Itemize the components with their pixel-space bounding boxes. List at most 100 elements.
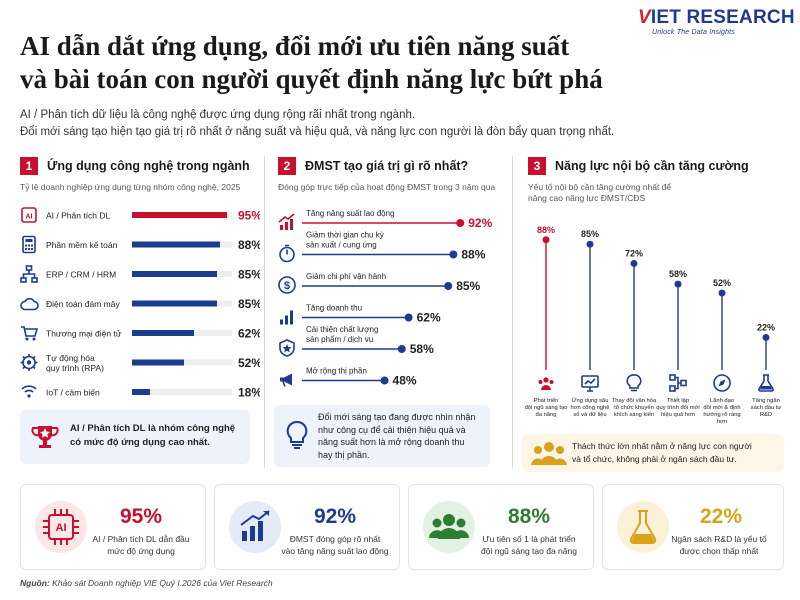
chart-innovation-value: Tăng năng suất lao động 92% Giảm thời gian… xyxy=(278,209,493,388)
lollipop-category-label: Tăng ngân sách đầu tư R&D xyxy=(751,398,782,418)
ai-chip-icon: AI xyxy=(35,501,87,553)
lollipop-marker xyxy=(586,240,594,248)
section-2-header: 2 ĐMST tạo giá trị gì rõ nhất? xyxy=(278,156,468,176)
dot-label: Tăng doanh thu xyxy=(306,304,362,313)
kpi-ai-line-1: AI / Phân tích DL dẫn đầu xyxy=(92,534,190,544)
dot-label: Giảm chi phí vận hành xyxy=(306,272,386,281)
dot-marker xyxy=(404,313,413,322)
lollipop-marker xyxy=(542,236,550,244)
dot-marker xyxy=(444,282,453,290)
bar xyxy=(132,389,150,395)
dot-value-label: 88% xyxy=(461,248,485,262)
kpi-text-rnd: Ngân sách R&D là yếu tố được chọn thấp n… xyxy=(649,533,789,557)
callout-2-line-3: năng suất hơn là mở rộng doanh thu xyxy=(318,437,465,447)
bar xyxy=(132,330,194,336)
bar-value-label: 88% xyxy=(238,238,260,252)
section-divider xyxy=(264,156,265,468)
source-label: Nguồn: xyxy=(20,578,50,588)
kpi-productivity-line-2: vào tăng năng suất lao động xyxy=(281,546,389,556)
megaphone-icon xyxy=(280,373,292,387)
dot-marker xyxy=(449,250,458,259)
section-3-subtitle-line-1: Yếu tố nội bộ cần tăng cường nhất để xyxy=(528,182,672,192)
dot-marker xyxy=(397,345,406,353)
bar-value-label: 95% xyxy=(238,209,260,223)
dollar-icon: $ xyxy=(278,276,296,294)
callout-3-text: Thách thức lớn nhất nằm ở năng lực con n… xyxy=(572,440,752,465)
title-line-2: và bài toán con người quyết định năng lự… xyxy=(20,64,603,94)
kpi-productivity-line-1: ĐMST đóng góp rõ nhất xyxy=(289,534,381,544)
bar xyxy=(132,212,227,218)
bar-label: Tự động hóa quy trình (RPA) xyxy=(46,353,104,373)
callout-2-line-2: như công cụ để cải thiện hiệu quả và xyxy=(318,424,466,435)
bar-value-label: 85% xyxy=(238,297,260,311)
page-title: AI dẫn dắt ứng dụng, đổi mới ưu tiên năn… xyxy=(20,30,660,96)
section-2-subtitle: Đóng góp trực tiếp của hoạt động ĐMST tr… xyxy=(278,182,496,192)
section-2-title: ĐMST tạo giá trị gì rõ nhất? xyxy=(305,159,469,173)
callout-2-line-1: Đổi mới sáng tạo đang được nhìn nhận xyxy=(318,412,476,422)
bar-label: AI / Phân tích DL xyxy=(46,211,111,221)
trophy-icon xyxy=(31,426,59,448)
lollipop-category-label: Thay đổi văn hóa tổ chức khuyến khích sáng… xyxy=(612,397,657,418)
subtitle-line-1: AI / Phân tích dữ liệu là công nghệ được… xyxy=(20,109,416,121)
section-divider xyxy=(512,156,513,468)
dot-value-label: 62% xyxy=(417,311,441,325)
stopwatch-icon xyxy=(279,244,295,263)
callout-ai-leading: AI / Phân tích DL là nhóm công nghệ có m… xyxy=(20,410,250,464)
growth-chart-icon xyxy=(229,501,281,553)
dot-label: Mở rộng thị phần xyxy=(306,367,367,376)
section-1-subtitle: Tỷ lệ doanh nghiệp ứng dụng từng nhóm cô… xyxy=(20,182,241,192)
team-icon xyxy=(538,377,554,390)
lollipop-value-label: 52% xyxy=(713,278,731,288)
brand-name: VIET RESEARCH xyxy=(638,7,795,28)
growth-chart-icon xyxy=(278,213,295,230)
chart-internal-capabilities: 88% Phát triển đội ngũ sáng tạo đa năng 85% Ứ… xyxy=(525,225,782,425)
bar-value-label: 18% xyxy=(238,386,260,400)
lollipop-value-label: 72% xyxy=(625,248,643,258)
svg-text:$: $ xyxy=(284,280,290,292)
callout-1-line-1: AI / Phân tích DL là nhóm công nghệ xyxy=(70,423,236,434)
lollipop-marker xyxy=(630,259,638,267)
dot-label: Giảm thời gian chu kỳ sản xuất / cung ứng xyxy=(306,231,384,250)
callout-1-line-2: có mức độ ứng dụng cao nhất. xyxy=(70,437,210,448)
bar xyxy=(132,271,217,277)
kpi-rnd-line-1: Ngân sách R&D là yếu tố xyxy=(671,534,767,544)
kpi-value-productivity: 92% xyxy=(313,505,357,528)
kpi-text-team: Ưu tiên số 1 là phát triển đội ngũ sáng … xyxy=(459,533,599,557)
callout-3-line-2: và tổ chức, không phải ở ngân sách đầu t… xyxy=(572,453,737,464)
calculator-icon xyxy=(22,235,36,254)
ai-chip-icon: AI xyxy=(21,207,37,223)
svg-text:AI: AI xyxy=(26,214,33,221)
kpi-card-rnd: 22% Ngân sách R&D là yếu tố được chọn th… xyxy=(602,484,784,570)
kpi-card-productivity: 92% ĐMST đóng góp rõ nhất vào tăng năng … xyxy=(214,484,400,570)
lollipop-value-label: 58% xyxy=(669,269,687,279)
section-3-subtitle-line-2: nâng cao năng lực ĐMST/CĐS xyxy=(528,193,646,203)
bar-value-label: 85% xyxy=(238,268,260,282)
chart-technology-adoption: AI AI / Phân tích DL 95% Phần mềm kế toán 88… xyxy=(20,207,260,400)
section-1-title: Ứng dụng công nghệ trong ngành xyxy=(47,159,250,173)
callout-2-text: Đổi mới sáng tạo đang được nhìn nhận như… xyxy=(318,411,475,461)
bar-label: Thương mại điện tử xyxy=(46,329,122,339)
lollipop-marker xyxy=(762,333,770,341)
source-text: Khảo sát Doanh nghiệp VIE Quý I.2026 của… xyxy=(52,578,273,588)
dot-label: Cải thiện chất lượng sản phẩm / dịch vụ xyxy=(306,325,378,344)
dot-value-label: 48% xyxy=(393,374,417,388)
kpi-row: AI 95% AI / Phân tích DL dẫn đầu mức độ … xyxy=(20,484,784,570)
kpi-text-ai: AI / Phân tích DL dẫn đầu mức độ ứng dụn… xyxy=(71,533,211,557)
brand-logo: VIET RESEARCH Unlock The Data Insights xyxy=(634,7,795,43)
lightbulb-icon xyxy=(626,374,642,392)
title-line-1: AI dẫn dắt ứng dụng, đổi mới ưu tiên năn… xyxy=(20,31,570,61)
subtitle-line-2: Đổi mới sáng tạo hiện tạo giá trị rõ nhấ… xyxy=(20,126,615,138)
robot-arm-icon xyxy=(20,354,38,371)
kpi-team-line-1: Ưu tiên số 1 là phát triển xyxy=(482,534,576,544)
quality-badge-icon xyxy=(279,339,295,357)
bar xyxy=(132,241,220,248)
dot-marker xyxy=(456,219,465,227)
page-subtitle: AI / Phân tích dữ liệu là công nghệ được… xyxy=(20,107,760,141)
kpi-ai-line-2: mức độ ứng dụng xyxy=(107,546,175,556)
kpi-text-productivity: ĐMST đóng góp rõ nhất vào tăng năng suất… xyxy=(265,533,405,557)
bar-label: Điện toán đám mây xyxy=(46,299,120,309)
compass-icon xyxy=(713,374,731,392)
kpi-card-ai: AI 95% AI / Phân tích DL dẫn đầu mức độ … xyxy=(20,484,206,570)
section-3-number: 3 xyxy=(528,157,546,175)
kpi-value-team: 88% xyxy=(507,505,551,528)
